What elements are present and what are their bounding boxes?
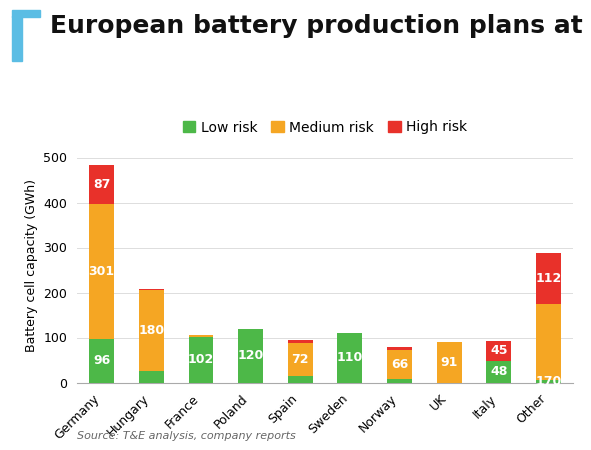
Bar [337, 333, 362, 382]
Text: 48: 48 [490, 365, 508, 378]
Bar [139, 289, 164, 290]
Bar [288, 343, 313, 376]
Bar [139, 371, 164, 382]
Legend: Low risk, Medium risk, High risk: Low risk, Medium risk, High risk [177, 115, 473, 140]
Text: 301: 301 [89, 265, 115, 278]
Text: 120: 120 [238, 349, 264, 362]
Bar [189, 337, 213, 382]
Text: 112: 112 [535, 272, 561, 285]
Bar [536, 253, 561, 304]
Text: 87: 87 [93, 178, 111, 191]
Text: 66: 66 [391, 358, 408, 371]
Text: 72: 72 [291, 353, 309, 366]
Text: 96: 96 [93, 355, 111, 367]
Bar [288, 376, 313, 382]
Bar [486, 341, 511, 361]
Text: 45: 45 [490, 344, 508, 357]
Bar [89, 339, 114, 382]
Bar [89, 204, 114, 339]
Text: 91: 91 [440, 356, 458, 369]
Bar [486, 361, 511, 382]
Bar [288, 340, 313, 343]
Text: 180: 180 [138, 324, 164, 337]
Text: 102: 102 [188, 353, 214, 366]
Y-axis label: Battery cell capacity (GWh): Battery cell capacity (GWh) [25, 179, 38, 352]
Bar [536, 380, 561, 382]
Bar [139, 290, 164, 371]
Bar [238, 328, 263, 382]
Bar [437, 342, 462, 382]
Bar [387, 347, 412, 350]
Text: Source: T&E analysis, company reports: Source: T&E analysis, company reports [77, 431, 296, 441]
Text: 110: 110 [337, 351, 363, 364]
Text: 170: 170 [535, 375, 561, 388]
Text: European battery production plans at risk: European battery production plans at ris… [50, 14, 591, 37]
Bar [387, 379, 412, 382]
Bar [387, 350, 412, 379]
Bar [189, 335, 213, 337]
Bar [536, 304, 561, 380]
Bar [89, 165, 114, 204]
